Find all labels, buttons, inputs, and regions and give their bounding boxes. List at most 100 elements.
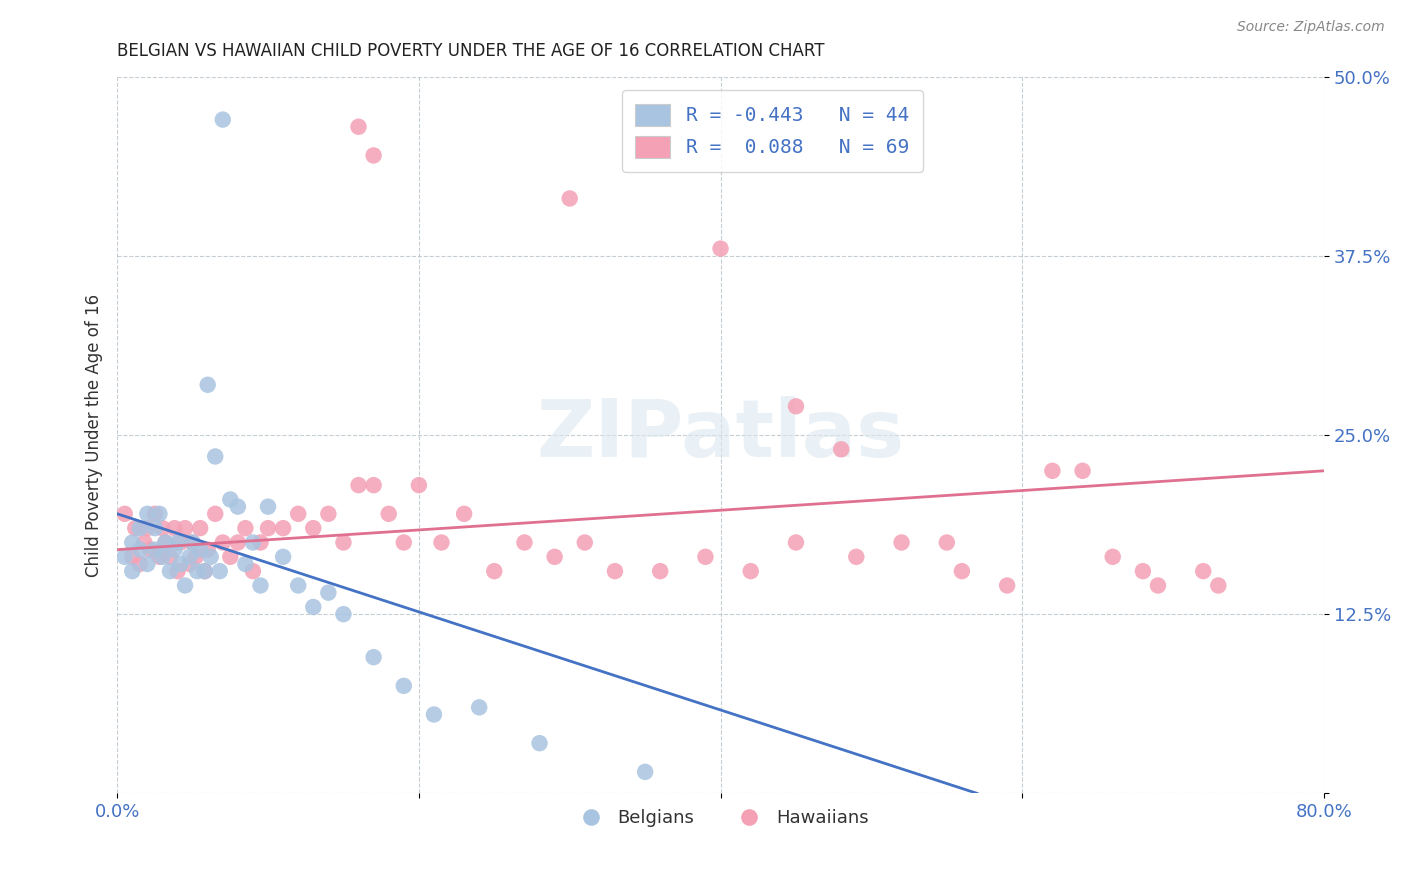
Point (188, 542, 211, 557)
Point (271, 549, 294, 564)
Point (332, 607, 354, 622)
Point (163, 542, 186, 557)
Point (159, 564, 181, 578)
Point (128, 557, 150, 571)
Point (204, 507, 226, 521)
Point (188, 521, 211, 535)
Point (226, 535, 249, 549)
Point (124, 521, 146, 535)
Point (709, 242, 731, 256)
Legend: Belgians, Hawaiians: Belgians, Hawaiians (565, 802, 876, 835)
Point (219, 492, 242, 507)
Point (235, 557, 257, 571)
Point (785, 399, 807, 413)
Point (363, 650, 385, 665)
Point (169, 557, 191, 571)
Point (408, 478, 430, 492)
Point (740, 564, 762, 578)
Point (128, 521, 150, 535)
Point (271, 521, 294, 535)
Point (184, 549, 207, 564)
Point (186, 564, 208, 578)
Point (453, 507, 475, 521)
Point (143, 542, 166, 557)
Point (302, 599, 325, 614)
Point (634, 764, 657, 779)
Point (143, 507, 166, 521)
Point (558, 191, 581, 205)
Point (197, 377, 219, 392)
Point (347, 478, 370, 492)
Point (574, 535, 596, 549)
Point (249, 535, 271, 549)
Point (332, 535, 354, 549)
Point (211, 535, 233, 549)
Point (1192, 564, 1215, 578)
Point (181, 535, 204, 549)
Point (257, 521, 280, 535)
Point (181, 535, 204, 549)
Point (208, 564, 231, 578)
Point (318, 507, 340, 521)
Point (114, 549, 136, 564)
Point (935, 535, 957, 549)
Point (166, 564, 188, 578)
Point (287, 507, 309, 521)
Point (159, 549, 181, 564)
Point (785, 535, 807, 549)
Point (392, 535, 415, 549)
Point (148, 549, 170, 564)
Y-axis label: Child Poverty Under the Age of 16: Child Poverty Under the Age of 16 (86, 293, 103, 576)
Point (1208, 578, 1230, 592)
Point (392, 679, 415, 693)
Point (235, 521, 257, 535)
Point (1101, 549, 1123, 564)
Point (950, 564, 973, 578)
Point (318, 585, 340, 599)
Text: Source: ZipAtlas.com: Source: ZipAtlas.com (1237, 20, 1385, 34)
Point (1132, 564, 1154, 578)
Point (242, 535, 264, 549)
Point (211, 112, 233, 127)
Point (363, 478, 385, 492)
Point (136, 557, 159, 571)
Point (890, 535, 912, 549)
Point (155, 535, 177, 549)
Point (650, 564, 672, 578)
Point (603, 564, 626, 578)
Point (249, 578, 271, 592)
Point (194, 564, 217, 578)
Point (143, 521, 166, 535)
Point (148, 507, 170, 521)
Text: BELGIAN VS HAWAIIAN CHILD POVERTY UNDER THE AGE OF 16 CORRELATION CHART: BELGIAN VS HAWAIIAN CHILD POVERTY UNDER … (117, 42, 825, 60)
Point (174, 521, 197, 535)
Text: ZIPatlas: ZIPatlas (537, 396, 904, 474)
Point (287, 578, 309, 592)
Point (128, 542, 150, 557)
Point (204, 450, 226, 464)
Point (257, 500, 280, 514)
Point (194, 564, 217, 578)
Point (484, 564, 506, 578)
Point (197, 542, 219, 557)
Point (513, 535, 536, 549)
Point (845, 549, 868, 564)
Point (543, 549, 565, 564)
Point (1042, 464, 1064, 478)
Point (174, 578, 197, 592)
Point (200, 549, 222, 564)
Point (121, 564, 143, 578)
Point (430, 535, 453, 549)
Point (134, 535, 156, 549)
Point (114, 507, 136, 521)
Point (139, 542, 162, 557)
Point (121, 549, 143, 564)
Point (695, 549, 717, 564)
Point (152, 521, 174, 535)
Point (136, 507, 159, 521)
Point (226, 500, 249, 514)
Point (163, 521, 186, 535)
Point (179, 557, 201, 571)
Point (169, 535, 191, 549)
Point (347, 120, 370, 134)
